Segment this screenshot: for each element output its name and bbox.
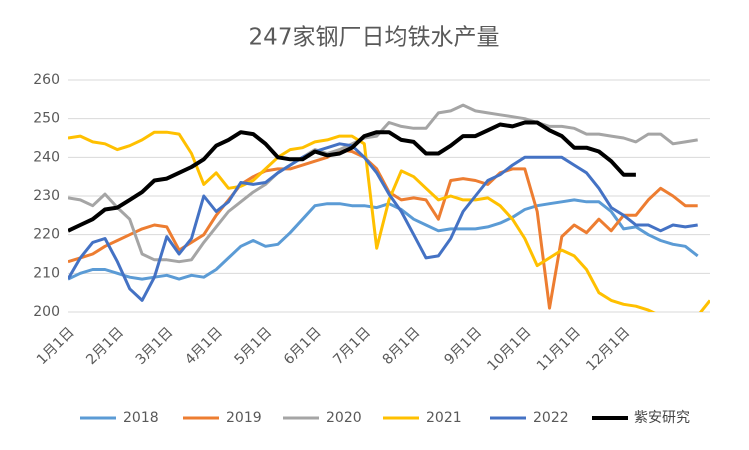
- x-tick-label: 7月1日: [330, 324, 374, 368]
- series-line: [68, 120, 636, 233]
- x-tick-label: 10月1日: [484, 324, 534, 374]
- series-line: [68, 130, 710, 312]
- x-tick-label: 11月1日: [534, 324, 584, 374]
- x-tick-label: 5月1日: [231, 324, 275, 368]
- x-tick-label: 1月1日: [34, 324, 78, 368]
- y-tick-label: 200: [33, 304, 60, 320]
- y-tick-label: 240: [33, 149, 60, 165]
- chart-title: 247家钢厂日均铁水产量: [249, 25, 500, 51]
- legend-label: 2019: [226, 410, 262, 426]
- series-line: [68, 198, 699, 281]
- legend-label: 2020: [326, 410, 362, 426]
- series-line: [68, 142, 698, 302]
- x-tick-label: 2月1日: [83, 324, 127, 368]
- legend-label: 2021: [426, 410, 462, 426]
- y-tick-label: 220: [33, 227, 60, 243]
- y-tick-label: 250: [33, 111, 60, 127]
- plot-area: [68, 103, 710, 312]
- x-tick-label: 8月1日: [380, 324, 424, 368]
- x-tick-label: 12月1日: [583, 324, 633, 374]
- legend-label: 2022: [533, 410, 569, 426]
- y-tick-label: 260: [33, 72, 60, 88]
- x-tick-label: 9月1日: [441, 324, 485, 368]
- x-tick-label: 6月1日: [281, 324, 325, 368]
- x-tick-label: 3月1日: [133, 324, 177, 368]
- x-tick-label: 4月1日: [182, 324, 226, 368]
- series-line: [68, 103, 698, 264]
- legend-label: 2018: [123, 410, 159, 426]
- y-tick-label: 230: [33, 188, 60, 204]
- y-tick-label: 210: [33, 265, 60, 281]
- watermark: 紫安研究: [634, 410, 690, 426]
